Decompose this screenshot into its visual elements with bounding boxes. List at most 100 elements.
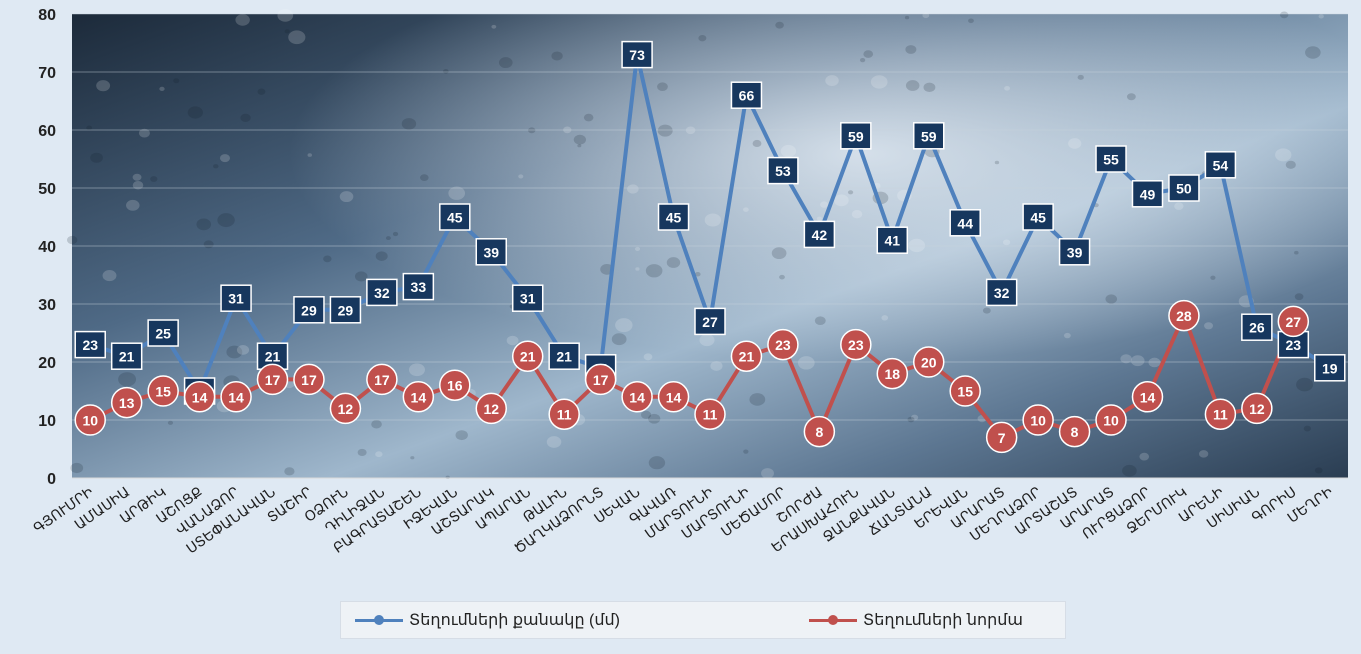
droplet-decoration bbox=[1294, 250, 1299, 255]
y-tick-label: 20 bbox=[38, 355, 56, 372]
rainfall-data-label: 23 bbox=[82, 337, 98, 353]
rainfall-data-label: 54 bbox=[1213, 157, 1229, 173]
rainfall-marker bbox=[876, 226, 909, 254]
droplet-decoration bbox=[627, 184, 639, 194]
droplet-decoration bbox=[354, 271, 368, 282]
droplet-decoration bbox=[410, 456, 415, 460]
rainfall-data-label: 59 bbox=[848, 128, 864, 144]
rainfall-data-label: 45 bbox=[1030, 210, 1046, 226]
droplet-decoration bbox=[226, 345, 243, 359]
rainfall-data-label: 29 bbox=[301, 302, 317, 318]
droplet-decoration bbox=[443, 69, 449, 74]
y-tick-label: 40 bbox=[38, 239, 56, 256]
droplet-decoration bbox=[150, 176, 158, 182]
droplet-decoration bbox=[834, 194, 849, 207]
rainfall-data-label: 45 bbox=[666, 210, 682, 226]
droplet-decoration bbox=[288, 30, 306, 45]
droplet-decoration bbox=[611, 333, 627, 346]
rainfall-marker bbox=[1131, 180, 1164, 208]
rainfall-marker bbox=[511, 284, 544, 312]
norm-data-label: 23 bbox=[775, 337, 791, 353]
rainfall-data-label: 42 bbox=[812, 227, 828, 243]
droplet-decoration bbox=[277, 9, 294, 22]
legend-swatch-rainfall bbox=[355, 614, 403, 625]
norm-marker bbox=[329, 392, 362, 425]
norm-marker bbox=[548, 398, 580, 430]
droplet-decoration bbox=[307, 153, 312, 157]
rainfall-marker bbox=[767, 156, 799, 185]
droplet-decoration bbox=[907, 416, 915, 423]
y-tick-label: 30 bbox=[38, 297, 56, 314]
y-tick-label: 70 bbox=[38, 65, 56, 82]
droplet-decoration bbox=[551, 51, 563, 61]
norm-data-label: 23 bbox=[848, 337, 864, 353]
droplet-decoration bbox=[1063, 332, 1071, 339]
y-tick-label: 60 bbox=[38, 123, 56, 140]
rainfall-data-label: 33 bbox=[411, 279, 427, 295]
plot-background bbox=[66, 9, 1348, 480]
droplet-decoration bbox=[159, 86, 165, 92]
droplet-decoration bbox=[870, 75, 888, 89]
droplet-decoration bbox=[780, 144, 797, 158]
rainfall-marker bbox=[1095, 145, 1127, 173]
droplet-decoration bbox=[1285, 160, 1296, 169]
rainfall-marker bbox=[1241, 313, 1273, 341]
norm-marker bbox=[803, 415, 836, 448]
norm-marker bbox=[183, 381, 216, 413]
rainfall-data-label: 31 bbox=[228, 291, 244, 307]
droplet-decoration bbox=[825, 75, 839, 86]
norm-marker bbox=[220, 381, 252, 413]
legend-item-rainfall: Տեղումների քանակը (մմ) bbox=[355, 610, 620, 630]
droplet-decoration bbox=[240, 113, 251, 122]
droplet-decoration bbox=[1002, 239, 1011, 246]
norm-marker bbox=[1095, 404, 1127, 436]
droplet-decoration bbox=[66, 235, 78, 245]
droplet-decoration bbox=[1139, 452, 1150, 461]
norm-marker bbox=[912, 346, 945, 378]
norm-data-label: 12 bbox=[338, 401, 354, 417]
droplet-decoration bbox=[323, 255, 332, 263]
rainfall-data-label: 26 bbox=[1249, 320, 1265, 336]
gridlines bbox=[72, 13, 1348, 479]
droplet-decoration bbox=[635, 267, 640, 271]
droplet-decoration bbox=[573, 134, 587, 145]
norm-marker bbox=[402, 381, 435, 413]
droplet-decoration bbox=[132, 181, 144, 190]
droplet-decoration bbox=[126, 199, 140, 211]
droplet-decoration bbox=[1120, 354, 1132, 364]
droplet-decoration bbox=[743, 449, 749, 454]
droplet-decoration bbox=[357, 448, 367, 457]
droplet-decoration bbox=[1004, 85, 1011, 91]
x-axis-labels: ԳՅՈՒՄՐԻԱՄԱՍԻԱԱՐԹԻԿԱՇՈՑՔՎԱՆԱՁՈՐՍՏԵՓԱՆԱՎԱՆ… bbox=[30, 483, 1335, 557]
droplet-decoration bbox=[1126, 93, 1136, 101]
rainfall-data-label: 39 bbox=[483, 244, 499, 260]
droplet-decoration bbox=[814, 316, 826, 326]
norm-marker bbox=[475, 392, 508, 425]
rainfall-data-label: 19 bbox=[1322, 360, 1338, 376]
rainfall-data-label: 45 bbox=[447, 210, 463, 226]
norm-data-label: 14 bbox=[666, 389, 682, 405]
rainfall-data-label: 32 bbox=[994, 285, 1010, 301]
droplet-decoration bbox=[743, 207, 749, 212]
rainfall-data-label: 66 bbox=[739, 88, 755, 104]
norm-data-label: 14 bbox=[411, 389, 427, 405]
norm-marker bbox=[1241, 392, 1273, 425]
norm-marker bbox=[985, 421, 1018, 454]
y-tick-label: 50 bbox=[38, 181, 56, 198]
droplet-decoration bbox=[138, 128, 150, 138]
norm-data-label: 27 bbox=[1286, 314, 1302, 330]
droplet-decoration bbox=[905, 45, 917, 54]
droplet-decoration bbox=[657, 124, 673, 137]
rainfall-marker bbox=[949, 209, 981, 237]
rainfall-marker bbox=[329, 296, 362, 324]
droplet-decoration bbox=[118, 372, 137, 387]
droplet-decoration bbox=[96, 80, 111, 92]
norm-data-label: 14 bbox=[192, 389, 208, 405]
norm-marker bbox=[366, 363, 398, 396]
legend-label-rainfall: Տեղումների քանակը (մմ) bbox=[409, 612, 620, 629]
norm-data-label: 12 bbox=[483, 401, 499, 417]
droplet-decoration bbox=[1204, 322, 1214, 330]
droplet-decoration bbox=[187, 106, 203, 119]
droplet-decoration bbox=[371, 419, 382, 429]
